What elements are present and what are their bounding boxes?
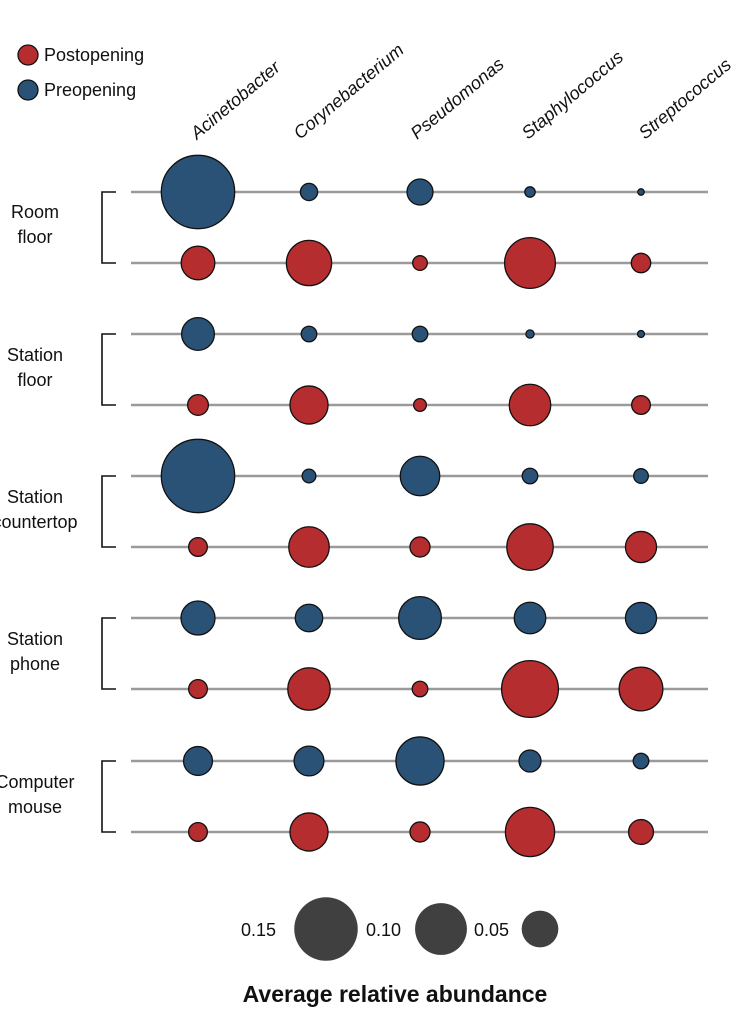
bubble-station-phone-postopening-acinetobacter: [187, 679, 208, 700]
site-label-line: Room: [11, 202, 59, 222]
bubble-station-phone-preopening-pseudomonas: [397, 595, 443, 641]
bubble-station-floor-preopening-streptococcus: [636, 329, 646, 339]
size-legend-circle-0: [294, 897, 358, 961]
size-legend: 0.15 0.10 0.05: [241, 897, 559, 961]
column-label-streptococcus: Streptococcus: [635, 54, 735, 143]
bubble-station-countertop-preopening-acinetobacter: [160, 438, 236, 514]
legend: Postopening Preopening: [17, 44, 144, 101]
bubbles: [160, 154, 664, 858]
bubble-station-floor-preopening-staphylococcus: [525, 329, 535, 339]
site-label-line: Station: [7, 629, 63, 649]
bracket-room-floor: [101, 191, 116, 264]
bubble-station-countertop-preopening-corynebacterium: [301, 468, 317, 484]
bubble-computer-mouse-postopening-corynebacterium: [289, 812, 329, 852]
bubble-station-phone-postopening-streptococcus: [618, 666, 664, 712]
site-label-line: floor: [17, 227, 52, 247]
bubble-computer-mouse-preopening-staphylococcus: [518, 749, 542, 773]
size-legend-circle-1: [415, 903, 467, 955]
bubble-room-floor-preopening-acinetobacter: [160, 154, 236, 230]
site-label-line: floor: [17, 370, 52, 390]
bubble-room-floor-preopening-streptococcus: [637, 188, 645, 196]
bubble-computer-mouse-preopening-corynebacterium: [293, 745, 325, 777]
site-brackets: [101, 191, 116, 833]
bubble-station-countertop-postopening-staphylococcus: [506, 523, 554, 571]
column-label-acinetobacter: Acinetobacter: [186, 56, 285, 143]
column-label-staphylococcus: Staphylococcus: [518, 47, 627, 143]
bubble-station-countertop-preopening-pseudomonas: [399, 455, 441, 497]
bubble-room-floor-preopening-corynebacterium: [299, 182, 319, 202]
bubble-station-phone-preopening-staphylococcus: [513, 601, 547, 635]
bubble-station-phone-preopening-acinetobacter: [180, 600, 216, 636]
bracket-station-phone: [101, 617, 116, 690]
legend-marker-postopening: [17, 44, 39, 66]
bubble-station-phone-postopening-pseudomonas: [411, 680, 429, 698]
column-label-pseudomonas: Pseudomonas: [407, 54, 508, 143]
bracket-station-countertop: [101, 475, 116, 548]
bubble-station-floor-postopening-acinetobacter: [186, 393, 210, 417]
bubble-station-floor-postopening-pseudomonas: [412, 397, 427, 412]
bubble-station-phone-preopening-corynebacterium: [294, 603, 324, 633]
bubble-computer-mouse-preopening-acinetobacter: [182, 745, 214, 777]
site-label-line: Station: [7, 487, 63, 507]
bubble-room-floor-postopening-acinetobacter: [180, 245, 216, 281]
site-label-line: countertop: [0, 512, 78, 532]
bubble-computer-mouse-preopening-pseudomonas: [395, 736, 445, 786]
bubble-station-floor-postopening-staphylococcus: [508, 383, 552, 427]
size-legend-label-1: 0.10: [366, 920, 401, 940]
bubble-room-floor-postopening-pseudomonas: [412, 255, 428, 271]
bracket-computer-mouse: [101, 760, 116, 833]
site-label-line: mouse: [8, 797, 62, 817]
plot-rows: [131, 190, 708, 834]
size-legend-circle-2: [521, 910, 559, 948]
bubble-station-countertop-preopening-staphylococcus: [521, 467, 539, 485]
bracket-station-floor: [101, 333, 116, 406]
bubble-room-floor-preopening-staphylococcus: [524, 186, 536, 198]
site-label-line: Computer: [0, 772, 75, 792]
bubble-computer-mouse-postopening-acinetobacter: [187, 822, 208, 843]
bubble-station-countertop-postopening-pseudomonas: [409, 536, 431, 558]
bubble-station-phone-postopening-staphylococcus: [500, 659, 560, 719]
legend-label-preopening: Preopening: [44, 80, 136, 100]
site-label-line: Station: [7, 345, 63, 365]
bubble-computer-mouse-postopening-staphylococcus: [504, 806, 556, 858]
bubble-room-floor-preopening-pseudomonas: [406, 178, 434, 206]
bubble-station-floor-postopening-corynebacterium: [289, 385, 329, 425]
column-label-corynebacterium: Corynebacterium: [290, 40, 408, 143]
bubble-room-floor-postopening-streptococcus: [630, 252, 652, 274]
bubble-station-countertop-postopening-acinetobacter: [187, 537, 208, 558]
bubble-computer-mouse-preopening-streptococcus: [632, 752, 650, 770]
bubble-station-floor-postopening-streptococcus: [631, 394, 652, 415]
size-legend-label-2: 0.05: [474, 920, 509, 940]
column-labels: Acinetobacter Corynebacterium Pseudomona…: [186, 40, 735, 144]
axis-title: Average relative abundance: [243, 981, 548, 1007]
size-legend-label-0: 0.15: [241, 920, 276, 940]
bubble-station-floor-preopening-pseudomonas: [411, 325, 429, 343]
site-label-line: phone: [10, 654, 60, 674]
legend-label-postopening: Postopening: [44, 45, 144, 65]
bubble-station-phone-postopening-corynebacterium: [287, 667, 331, 711]
bubble-station-countertop-preopening-streptococcus: [633, 468, 649, 484]
legend-marker-preopening: [17, 79, 39, 101]
bubble-station-countertop-postopening-streptococcus: [624, 530, 658, 564]
bubble-station-floor-preopening-acinetobacter: [180, 316, 216, 352]
bubble-room-floor-postopening-staphylococcus: [503, 236, 557, 290]
site-labels: Room floor Station floor Station counter…: [0, 202, 78, 817]
bubble-station-floor-preopening-corynebacterium: [300, 325, 318, 343]
bubble-station-phone-preopening-streptococcus: [624, 601, 658, 635]
bubble-computer-mouse-postopening-pseudomonas: [409, 821, 431, 843]
bubble-computer-mouse-postopening-streptococcus: [627, 818, 655, 846]
bubble-room-floor-postopening-corynebacterium: [285, 239, 333, 287]
bubble-station-countertop-postopening-corynebacterium: [288, 526, 330, 568]
